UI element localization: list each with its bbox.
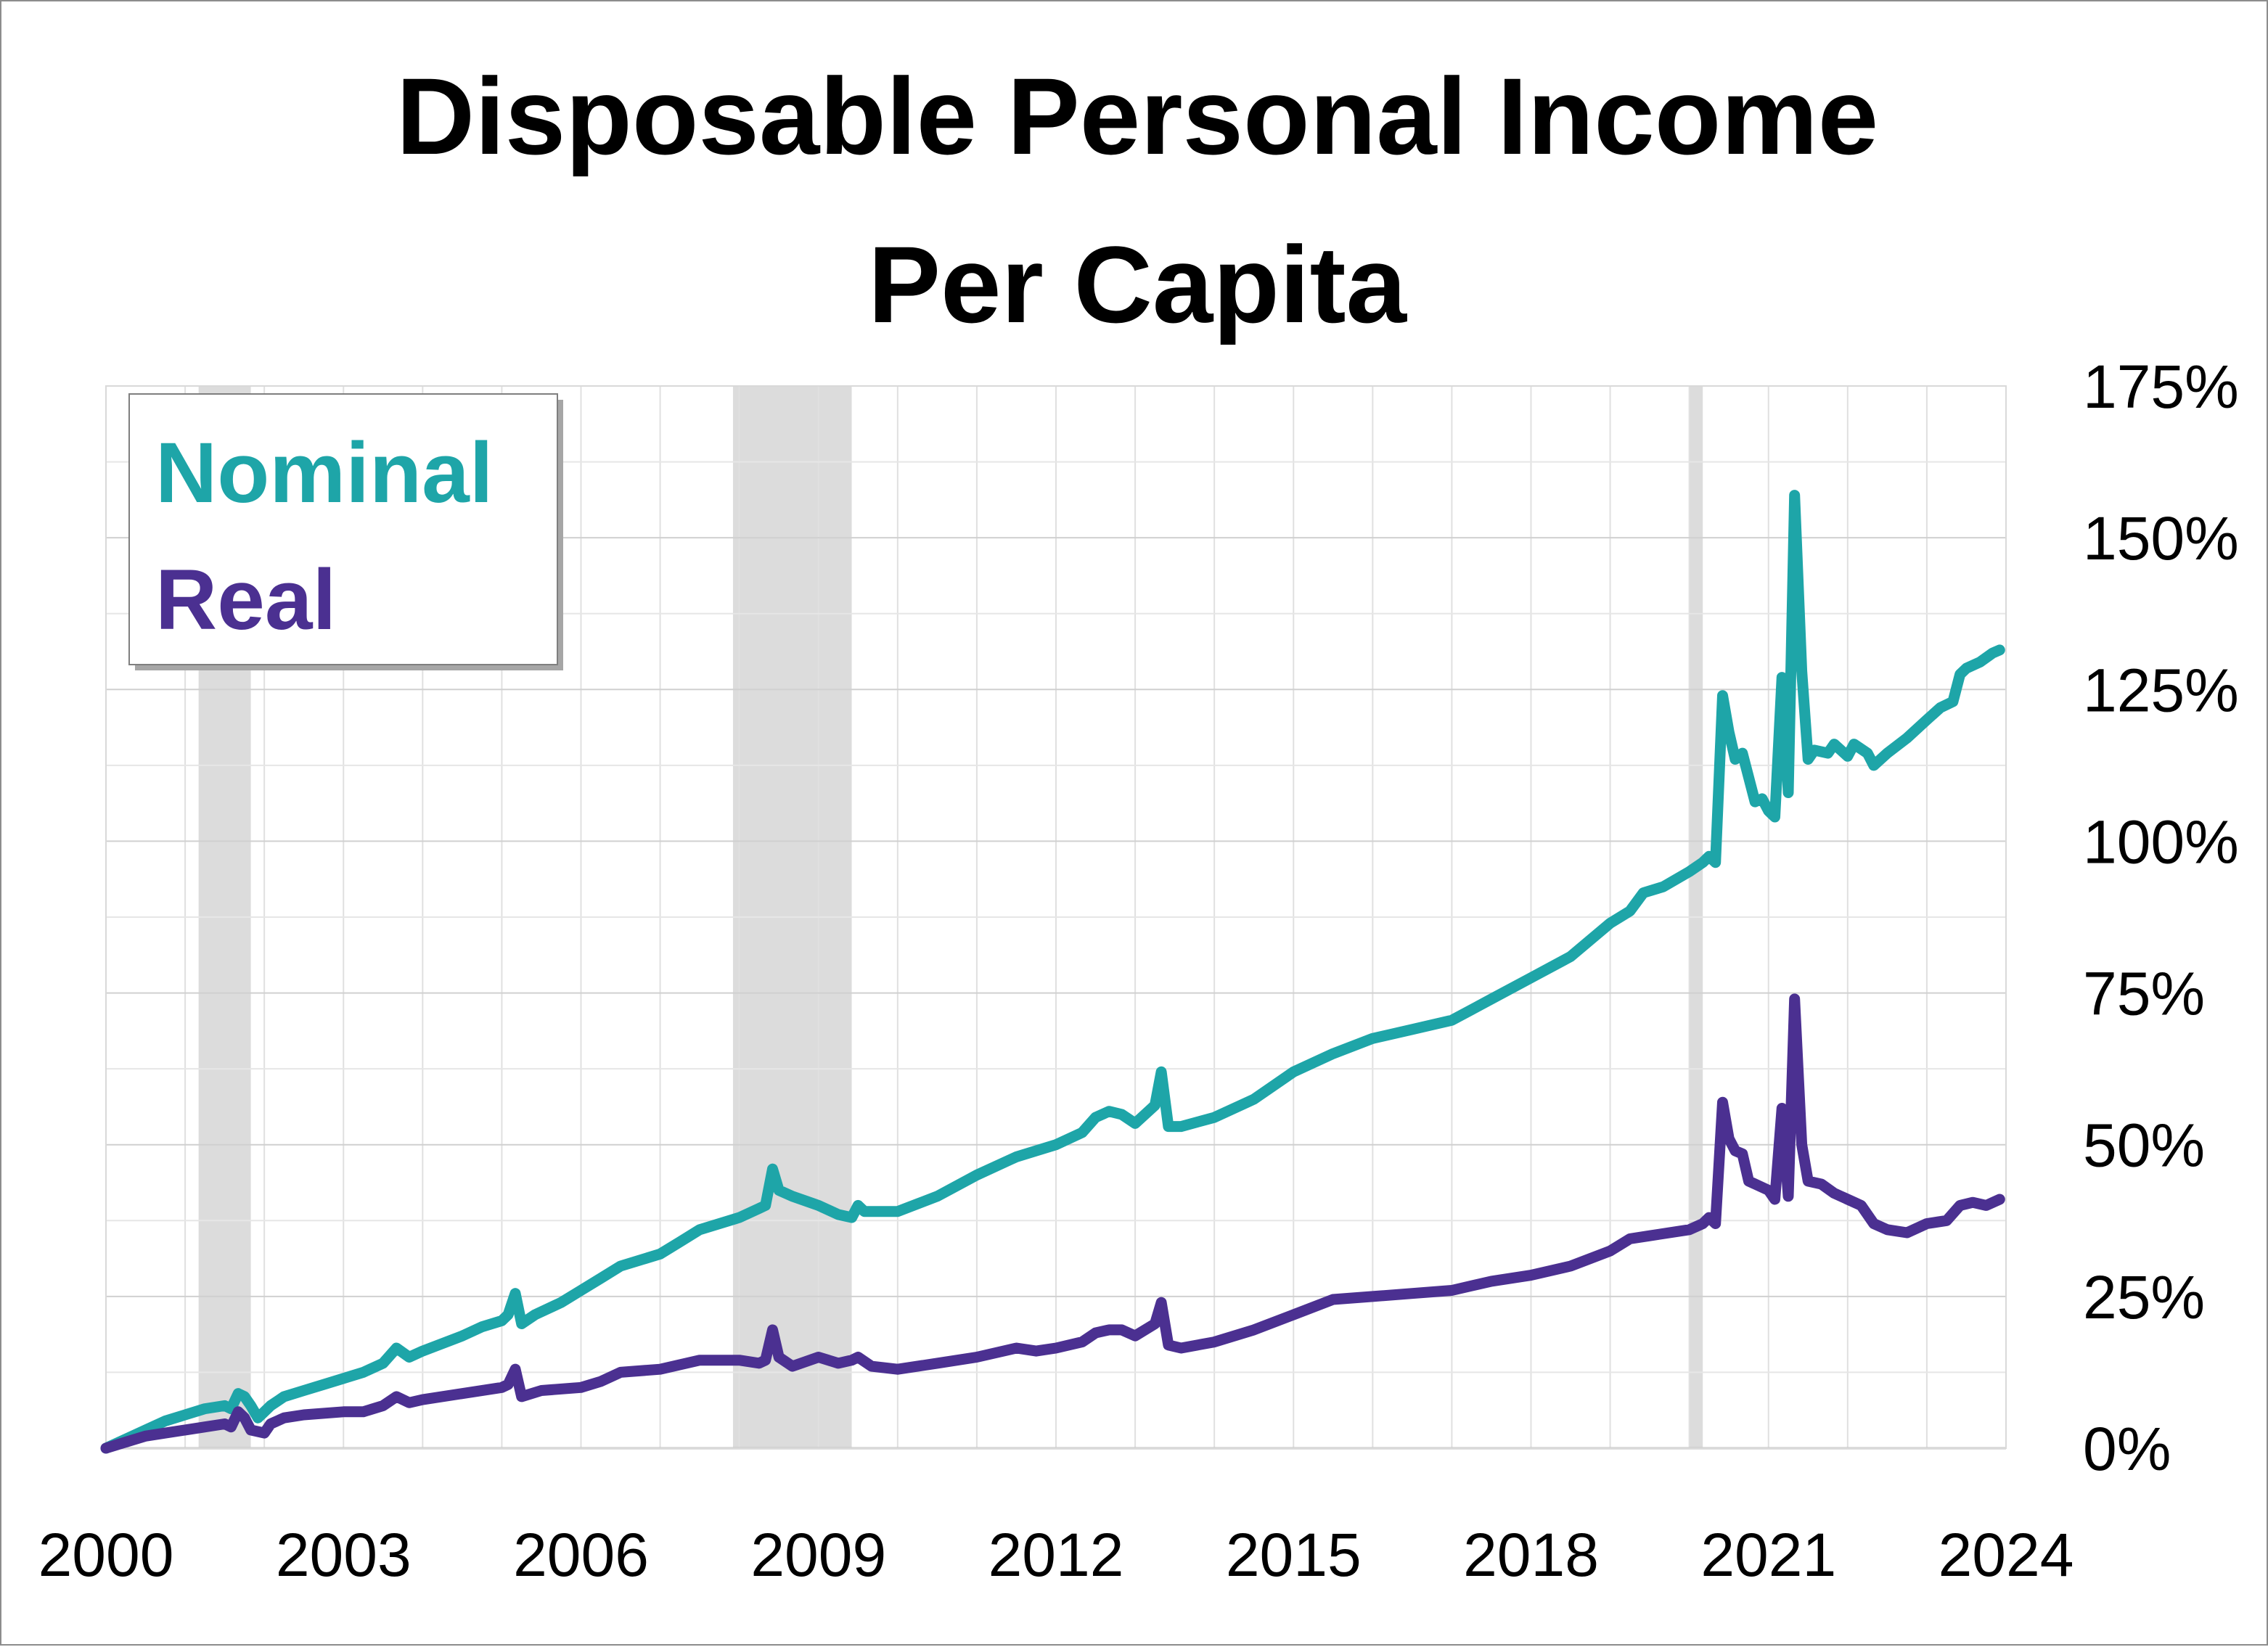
y-tick-label: 75%: [2083, 960, 2205, 1028]
x-axis-ticks: 2000 2003 2006 2009 2012 2015 2018 2021 2024: [38, 1521, 2074, 1589]
x-tick-label: 2018: [1463, 1521, 1599, 1589]
y-axis-ticks: 0% 25% 50% 75% 100% 125% 150% 175%: [2083, 353, 2239, 1483]
legend-entry-nominal: Nominal: [155, 425, 494, 521]
x-tick-label: 2003: [276, 1521, 412, 1589]
y-tick-label: 100%: [2083, 808, 2239, 876]
y-tick-label: 125%: [2083, 656, 2239, 724]
y-tick-label: 150%: [2083, 504, 2239, 572]
x-tick-label: 2012: [988, 1521, 1124, 1589]
series-line-real: [100, 993, 2005, 1454]
y-tick-label: 175%: [2083, 353, 2239, 421]
legend-entry-real: Real: [155, 552, 336, 648]
x-tick-label: 2000: [38, 1521, 174, 1589]
y-tick-label: 25%: [2083, 1263, 2205, 1331]
x-tick-label: 2009: [750, 1521, 886, 1589]
y-tick-label: 0%: [2083, 1415, 2171, 1483]
x-tick-label: 2024: [1939, 1521, 2074, 1589]
x-tick-label: 2021: [1700, 1521, 1836, 1589]
chart-subtitle: Per Capita: [868, 223, 1408, 345]
series-line-nominal: [100, 490, 2005, 1454]
series-lines: [100, 490, 2005, 1454]
legend: Nominal Real: [128, 393, 563, 670]
chart-title: Disposable Personal Income: [396, 55, 1878, 177]
y-tick-label: 50%: [2083, 1112, 2205, 1180]
x-tick-label: 2006: [513, 1521, 649, 1589]
legend-box: [128, 393, 558, 665]
plot-area-border: [105, 385, 2007, 1449]
x-tick-label: 2015: [1226, 1521, 1362, 1589]
